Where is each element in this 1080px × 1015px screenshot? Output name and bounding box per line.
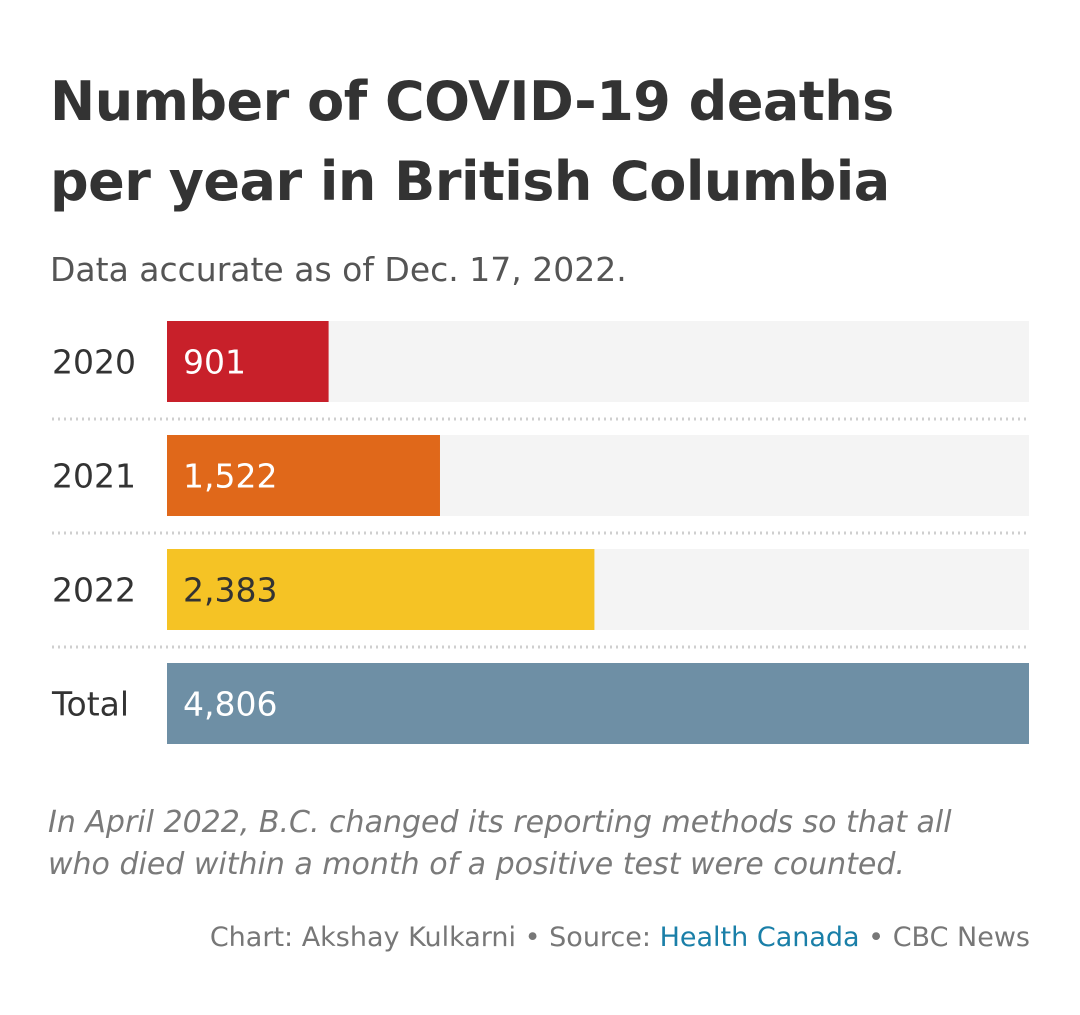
value-label-2021: 1,522 [183,457,277,496]
credit-publisher: CBC News [892,922,1030,953]
category-label-2020: 2020 [52,343,136,382]
category-label-2021: 2021 [52,457,136,496]
bar-total [167,663,1029,744]
bar-2020 [167,321,329,402]
bar-track-2020 [167,321,1029,402]
credit-separator-2: • [868,922,885,953]
value-label-2022: 2,383 [183,571,277,610]
bar-track-2021 [167,435,1029,516]
chart-title-line-2: per year in British Columbia [50,150,890,213]
chart-title: Number of COVID-19 deaths per year in Br… [50,62,1050,222]
credit-separator-1: • [524,922,541,953]
methodology-note-line-1: In April 2022, B.C. changed its reportin… [48,805,952,840]
source-link[interactable]: Health Canada [659,922,860,953]
chart-subtitle: Data accurate as of Dec. 17, 2022. [50,250,627,289]
bar-2021 [167,435,440,516]
value-label-2020: 901 [183,343,246,382]
credit-chart: Chart: Akshay Kulkarni [209,922,517,953]
category-label-total: Total [51,685,129,724]
methodology-note-line-2: who died within a month of a positive te… [48,847,905,882]
credit-source-prefix: Source: [549,922,651,953]
category-label-2022: 2022 [52,571,136,610]
bar-track-total [167,663,1029,744]
credit-line: Chart: Akshay Kulkarni • Source: Health … [210,918,1030,958]
bar-track-2022 [167,549,1029,630]
bar-2022 [167,549,595,630]
value-label-total: 4,806 [183,685,277,724]
methodology-note: In April 2022, B.C. changed its reportin… [48,802,1048,886]
chart-title-line-1: Number of COVID-19 deaths [50,70,894,133]
